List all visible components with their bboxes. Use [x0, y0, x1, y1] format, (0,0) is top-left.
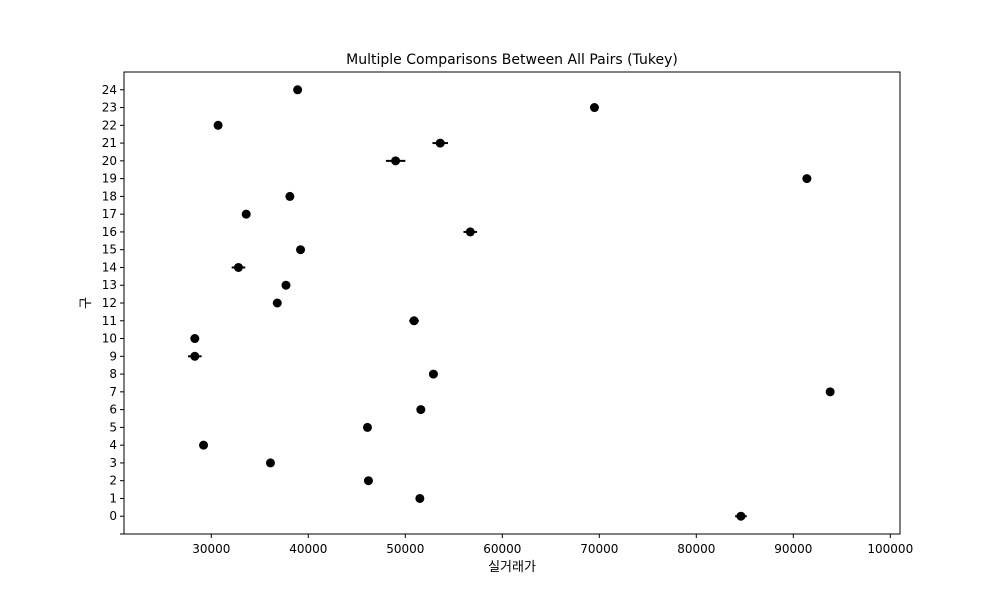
data-point-group-8: [428, 369, 438, 379]
plot-frame: [123, 71, 901, 535]
data-point: [190, 334, 200, 344]
data-point-group-14: [231, 262, 246, 272]
data-point: [415, 493, 425, 503]
data-point-group-23: [589, 103, 599, 113]
data-point: [233, 262, 243, 272]
data-point-group-18: [285, 191, 295, 201]
data-point-group-22: [213, 120, 223, 130]
y-tick-label: 3: [109, 456, 117, 470]
data-point-group-13: [281, 280, 291, 290]
data-point: [428, 369, 438, 379]
y-tick-label: 22: [102, 118, 117, 132]
y-tick-label: 23: [102, 101, 117, 115]
data-point: [265, 458, 275, 468]
y-tick-label: 5: [109, 420, 117, 434]
data-point: [416, 405, 426, 415]
data-point-group-19: [802, 174, 812, 184]
data-point: [199, 440, 209, 450]
data-point-group-5: [362, 422, 372, 432]
y-tick-label: 10: [102, 332, 117, 346]
data-point-group-17: [241, 209, 251, 219]
data-point: [802, 174, 812, 184]
data-point: [825, 387, 835, 397]
y-tick-label: 14: [102, 260, 117, 274]
y-tick-label: 8: [109, 367, 117, 381]
y-tick-label: 15: [102, 243, 117, 257]
y-tick-label: 12: [102, 296, 117, 310]
data-point-group-2: [363, 476, 373, 486]
data-point: [285, 191, 295, 201]
data-point-group-12: [272, 298, 282, 308]
data-point-group-24: [293, 85, 303, 95]
y-tick-label: 1: [109, 491, 117, 505]
data-point: [409, 316, 419, 326]
data-point: [736, 511, 746, 521]
y-tick-label: 17: [102, 207, 117, 221]
data-point: [281, 280, 291, 290]
x-tick-label: 50000: [386, 542, 424, 556]
y-tick-label: 24: [102, 83, 117, 97]
y-tick-label: 11: [102, 314, 117, 328]
y-tick-label: 2: [109, 474, 117, 488]
y-tick-label: 13: [102, 278, 117, 292]
data-point-group-10: [190, 334, 200, 344]
x-tick-label: 100000: [867, 542, 913, 556]
data-point: [272, 298, 282, 308]
x-tick-label: 90000: [774, 542, 812, 556]
data-point-group-11: [409, 316, 419, 326]
data-point: [296, 245, 306, 255]
data-point: [589, 103, 599, 113]
data-point-group-3: [265, 458, 275, 468]
data-point-group-9: [188, 351, 202, 361]
y-tick-label: 16: [102, 225, 117, 239]
x-tick-label: 70000: [580, 542, 618, 556]
chart-title: Multiple Comparisons Between All Pairs (…: [346, 52, 678, 68]
y-tick-label: 19: [102, 172, 117, 186]
x-tick-label: 60000: [483, 542, 521, 556]
data-point: [391, 156, 401, 166]
data-point-group-21: [432, 138, 448, 148]
data-point-group-7: [825, 387, 835, 397]
data-points: [188, 85, 835, 521]
y-tick-label: 4: [109, 438, 117, 452]
x-axis-label: 실거래가: [488, 560, 536, 575]
y-tick-label: 21: [102, 136, 117, 150]
data-point-group-1: [415, 493, 425, 503]
data-point: [190, 351, 200, 361]
x-axis: 30000 40000 50000 60000 70000 80000 90000 10000…: [192, 534, 913, 556]
data-point: [241, 209, 251, 219]
data-point-group-0: [735, 511, 747, 521]
data-point-group-20: [385, 156, 406, 166]
data-point: [293, 85, 303, 95]
data-point-group-6: [416, 405, 426, 415]
data-point-group-4: [199, 440, 209, 450]
y-tick-label: 20: [102, 154, 117, 168]
y-tick-label: 7: [109, 385, 117, 399]
y-tick-label: 6: [109, 403, 117, 417]
y-axis-label: 구: [79, 297, 94, 309]
data-point: [213, 120, 223, 130]
data-point-group-16: [463, 227, 478, 237]
x-tick-label: 30000: [192, 542, 230, 556]
data-point: [362, 422, 372, 432]
x-tick-label: 80000: [677, 542, 715, 556]
data-point: [465, 227, 475, 237]
data-point: [435, 138, 445, 148]
data-point-group-15: [296, 245, 306, 255]
y-tick-label: 9: [109, 349, 117, 363]
data-point: [363, 476, 373, 486]
y-tick-label: 18: [102, 189, 117, 203]
y-tick-label: 0: [109, 509, 117, 523]
x-tick-label: 40000: [289, 542, 327, 556]
